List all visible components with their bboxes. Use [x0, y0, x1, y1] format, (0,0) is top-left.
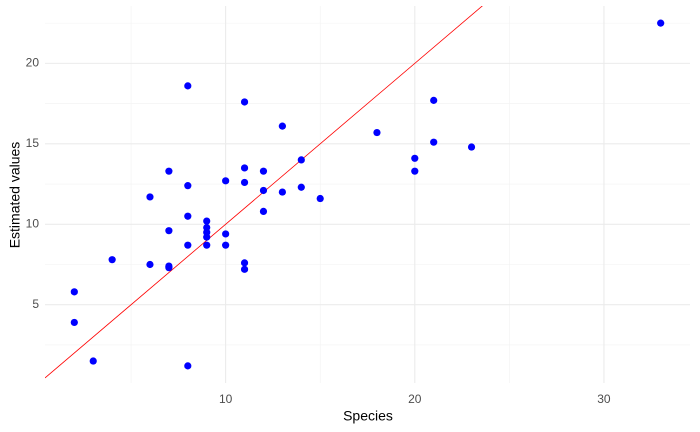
point [203, 233, 211, 241]
point [70, 288, 78, 296]
point [184, 362, 192, 370]
point [657, 19, 665, 27]
x-tick-label: 10 [219, 392, 233, 406]
point [165, 227, 173, 235]
point [411, 167, 419, 175]
point [240, 259, 249, 267]
point [70, 318, 78, 327]
x-tick-label: 30 [597, 392, 611, 406]
point [165, 264, 173, 272]
point [259, 167, 268, 175]
point [278, 122, 286, 130]
point [203, 241, 211, 249]
point [222, 230, 230, 238]
point [165, 167, 173, 175]
point [259, 207, 268, 215]
y-axis-title: Estimated values [7, 142, 23, 249]
point [430, 138, 438, 146]
point [184, 212, 192, 220]
point [297, 156, 305, 164]
point [203, 217, 211, 225]
point [146, 260, 154, 269]
point [259, 186, 268, 195]
x-axis-title: Species [343, 408, 393, 424]
point [222, 177, 230, 185]
point [316, 194, 324, 203]
y-tick-label: 20 [26, 56, 40, 70]
point [240, 98, 249, 106]
y-tick-label: 15 [26, 136, 40, 150]
point [373, 128, 381, 137]
point [240, 265, 249, 273]
point [89, 357, 97, 365]
point [184, 182, 192, 190]
point [467, 143, 476, 151]
point [278, 188, 286, 196]
y-tick-label: 10 [26, 216, 40, 230]
point [240, 164, 249, 172]
point [430, 96, 438, 104]
point [184, 82, 192, 90]
y-tick-label: 5 [32, 297, 39, 311]
point [411, 154, 419, 162]
point [184, 241, 192, 249]
point [146, 193, 154, 201]
point [222, 241, 230, 249]
point [240, 178, 249, 187]
x-tick-label: 20 [408, 392, 422, 406]
reference-line [45, 6, 483, 379]
point [297, 183, 305, 191]
point [108, 256, 116, 264]
